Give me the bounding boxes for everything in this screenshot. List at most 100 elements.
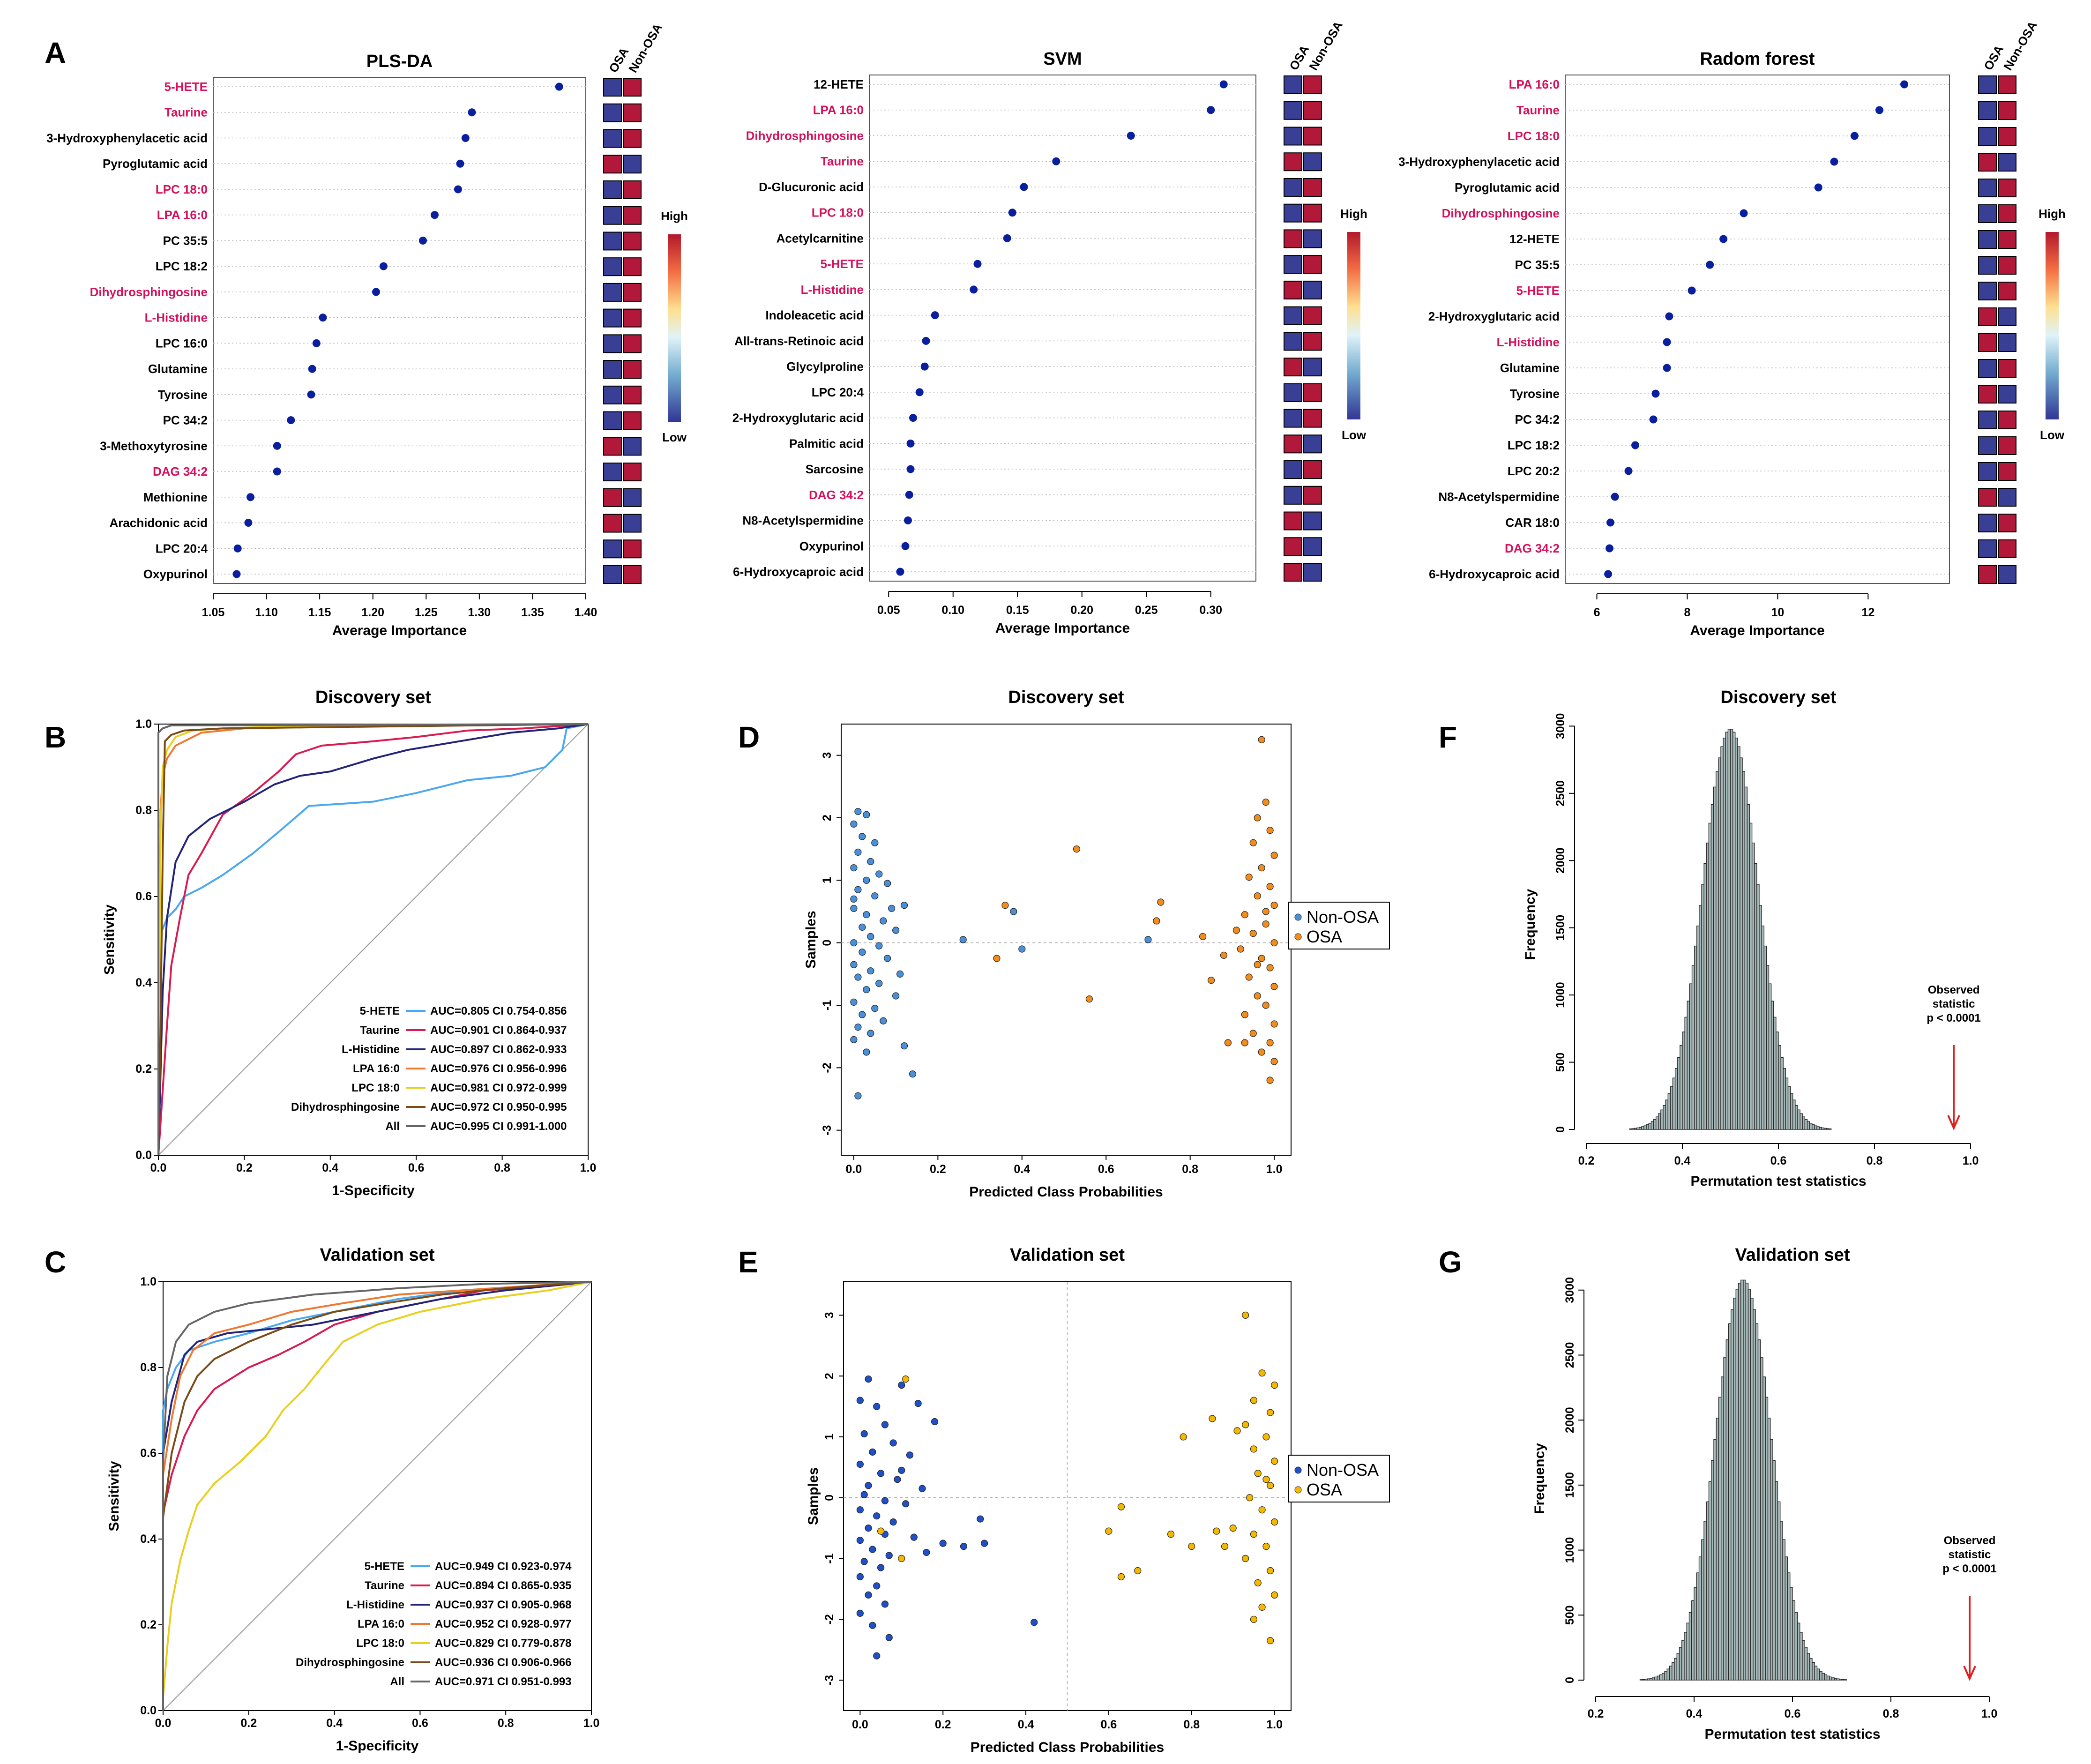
sample-point	[860, 1558, 868, 1565]
histogram-bar	[1773, 1017, 1777, 1130]
x-axis-label: 1-Specificity	[332, 1183, 415, 1198]
histogram-bar	[1826, 1675, 1830, 1681]
histogram-bar	[1720, 746, 1724, 1130]
heatmap-cell	[623, 565, 642, 584]
sample-point	[1266, 1076, 1274, 1084]
histogram-bar	[1732, 732, 1736, 1130]
sample-point	[939, 1540, 947, 1547]
histogram-bar	[1711, 1460, 1714, 1681]
sample-point	[1018, 945, 1026, 953]
heatmap-column-label: OSA	[1981, 43, 2006, 73]
feature-label: LPA 16:0	[157, 208, 208, 222]
importance-dot	[1606, 544, 1614, 553]
histogram-bar	[1642, 1679, 1645, 1681]
importance-dot	[273, 441, 281, 450]
feature-label: D-Glucuronic acid	[759, 180, 864, 194]
roc-curve	[162, 1281, 592, 1711]
sample-point	[867, 858, 874, 865]
y-tick-label: -1	[823, 1553, 836, 1563]
legend-name: Dihydrosphingosine	[291, 1101, 400, 1114]
histogram-bar	[1694, 945, 1697, 1130]
histogram-bar	[1653, 1119, 1657, 1130]
legend-auc: AUC=0.949 CI 0.923-0.974	[435, 1560, 572, 1573]
heatmap-cell	[623, 78, 642, 97]
histogram-bar	[1663, 1105, 1666, 1130]
heatmap-cell	[1978, 333, 1997, 352]
x-tick-label: 0.10	[941, 604, 964, 617]
x-tick-label: 0.4	[1014, 1163, 1030, 1176]
histogram-bar	[1745, 1283, 1749, 1681]
feature-label: 3-Methoxytyrosine	[100, 439, 208, 453]
legend-auc: AUC=0.936 CI 0.906-0.966	[435, 1656, 572, 1669]
histogram-bar	[1759, 904, 1762, 1130]
feature-label: L-Histidine	[145, 311, 208, 325]
legend-auc: AUC=0.897 CI 0.862-0.933	[430, 1043, 567, 1056]
sample-point	[1134, 1567, 1142, 1575]
heatmap-cell	[1978, 282, 1997, 300]
legend-name: LPC 18:0	[351, 1082, 400, 1094]
roc-curve	[162, 1281, 592, 1711]
sample-point	[1262, 799, 1270, 806]
sample-point	[865, 1482, 872, 1489]
x-tick-label: 1.0	[1963, 1154, 1979, 1167]
sample-point	[877, 1527, 885, 1535]
sample-point	[1250, 1531, 1258, 1538]
sample-point	[959, 936, 967, 943]
histogram-bar	[1754, 863, 1757, 1130]
legend-label: Non-OSA	[1307, 1460, 1379, 1480]
plot-title: Validation set	[1010, 1245, 1125, 1265]
sample-point	[860, 1491, 868, 1498]
y-tick-label: -1	[821, 1000, 834, 1010]
colorbar-low-label: Low	[662, 430, 687, 444]
x-axis-label: Predicted Class Probabilities	[971, 1740, 1164, 1755]
heatmap-cell	[1303, 332, 1322, 351]
sample-point	[1224, 1039, 1232, 1046]
histogram-bar	[1804, 1119, 1808, 1130]
legend-marker	[1294, 933, 1302, 941]
sample-point	[850, 1036, 858, 1043]
sample-point	[856, 1609, 864, 1617]
heatmap-cell	[1978, 101, 1997, 120]
sample-point	[850, 904, 858, 912]
histogram-bar	[1767, 1418, 1771, 1681]
histogram-bar	[1816, 1126, 1820, 1130]
feature-label: LPC 18:0	[1508, 129, 1560, 143]
heatmap-cell	[1284, 358, 1302, 377]
sample-point	[875, 942, 883, 949]
y-axis-label: Samples	[803, 911, 819, 968]
y-tick-label: 1000	[1563, 1537, 1576, 1563]
sample-point	[873, 1403, 881, 1410]
histogram-bar	[1834, 1678, 1837, 1681]
y-tick-label: 0.8	[135, 804, 152, 817]
histogram-bar	[1691, 965, 1695, 1130]
heatmap-cell	[1978, 385, 1997, 404]
sample-point	[896, 970, 904, 978]
heatmap-cell	[1978, 75, 1997, 94]
heatmap-cell	[1998, 411, 2016, 429]
heatmap-cell	[623, 129, 642, 148]
histogram-bar	[1770, 1001, 1774, 1130]
heatmap-cell	[1998, 101, 2016, 120]
plot-title: SVM	[1043, 49, 1082, 69]
heatmap-cell	[1284, 409, 1302, 428]
feature-label: LPC 18:2	[156, 259, 208, 273]
legend-name: All	[385, 1120, 400, 1133]
sample-point	[981, 1540, 988, 1547]
histogram-bar	[1765, 1397, 1769, 1681]
histogram-bar	[1778, 1045, 1781, 1130]
heatmap-cell	[623, 488, 642, 507]
sample-point	[1254, 814, 1261, 822]
prob-scatter-E: Validation set 0.0 0.2 0.4 0.6 0.8 1.0 -3 -2 -1 0 1…	[806, 1245, 1390, 1755]
sample-point	[854, 886, 862, 893]
plot-title: Discovery set	[315, 688, 431, 707]
sample-point	[898, 1382, 905, 1389]
sample-point	[850, 939, 858, 947]
sample-point	[867, 933, 874, 940]
colorbar-high-label: High	[1340, 207, 1367, 221]
histogram-bar	[1694, 1587, 1697, 1681]
sample-point	[1270, 1020, 1278, 1028]
importance-dot	[1830, 157, 1838, 166]
y-tick-label: 1000	[1554, 982, 1567, 1008]
sample-point	[884, 955, 891, 962]
histogram-bar	[1701, 884, 1704, 1130]
